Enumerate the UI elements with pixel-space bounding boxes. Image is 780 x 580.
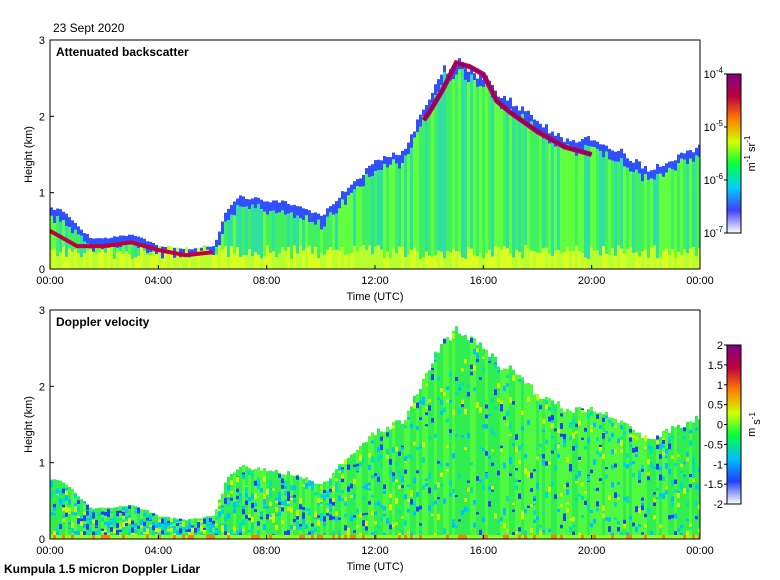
signal-field	[50, 58, 700, 269]
x-tick-label: 08:00	[253, 275, 281, 287]
x-tick-label: 12:00	[361, 545, 389, 557]
x-axis-label: Time (UTC)	[346, 291, 403, 303]
colorbar-tick-label: -1	[713, 459, 723, 471]
y-tick-label: 0	[39, 264, 45, 276]
colorbar: 10-7 10-6 10-5 10-4 m-1 sr-1	[704, 66, 758, 240]
colorbar-tick-label: 0	[717, 420, 723, 432]
x-tick-label: 04:00	[145, 275, 173, 287]
x-tick-label: 00:00	[686, 275, 714, 287]
x-tick-label: 16:00	[470, 545, 498, 557]
date-label: 23 Sept 2020	[53, 21, 125, 35]
colorbar-scale	[726, 344, 742, 505]
x-tick-label: 20:00	[578, 545, 606, 557]
y-tick-label: 1	[39, 188, 45, 200]
cloud-base-core	[422, 61, 592, 156]
x-tick-label: 00:00	[36, 545, 64, 557]
colorbar-tick-label: 1.5	[708, 360, 723, 372]
colorbar-unit: m s-1	[746, 412, 763, 437]
backscatter-panel: Attenuated backscatter 00:00 04:00 08:00 12:…	[23, 35, 758, 303]
x-tick-label: 12:00	[361, 275, 389, 287]
colorbar-tick-label: 10-4	[704, 66, 724, 81]
y-axis-label: Height (km)	[23, 396, 35, 453]
y-tick-label: 1	[39, 458, 45, 470]
x-tick-label: 20:00	[578, 275, 606, 287]
panel-title: Attenuated backscatter	[56, 45, 189, 59]
y-tick-label: 3	[39, 305, 45, 317]
colorbar-tick-label: 2	[717, 340, 723, 352]
instrument-label: Kumpula 1.5 micron Doppler Lidar	[4, 562, 201, 576]
signal-field	[50, 326, 700, 539]
x-tick-label: 00:00	[686, 545, 714, 557]
colorbar-unit: m-1 sr-1	[743, 135, 758, 171]
y-tick-label: 3	[39, 35, 45, 47]
colorbar-tick-label: 0.5	[708, 400, 723, 412]
colorbar-scale	[726, 73, 742, 234]
colorbar-tick-label: -2	[713, 499, 723, 511]
x-tick-label: 00:00	[36, 275, 64, 287]
colorbar-tick-label: 10-6	[704, 172, 724, 187]
panel-title: Doppler velocity	[56, 315, 150, 329]
x-tick-label: 16:00	[470, 275, 498, 287]
y-tick-label: 2	[39, 111, 45, 123]
x-tick-label: 04:00	[145, 545, 173, 557]
colorbar-tick-label: 10-5	[704, 119, 724, 134]
colorbar-tick-label: -1.5	[704, 479, 723, 491]
colorbar-tick-label: -0.5	[704, 439, 723, 451]
x-tick-label: 08:00	[253, 545, 281, 557]
x-axis-label: Time (UTC)	[346, 561, 403, 573]
y-tick-label: 0	[39, 534, 45, 546]
y-tick-label: 2	[39, 381, 45, 393]
colorbar-tick-label: 10-7	[704, 225, 724, 240]
colorbar-tick-label: 1	[717, 380, 723, 392]
colorbar: -2 -1.5 -1 -0.5 0 0.5 1 1.5 2 m s-1	[704, 340, 763, 511]
velocity-panel: Doppler velocity 00:00 04:00 08:00 12:00 16:0…	[23, 305, 763, 573]
y-axis-label: Height (km)	[23, 126, 35, 183]
boundary-layer-top	[50, 229, 213, 258]
